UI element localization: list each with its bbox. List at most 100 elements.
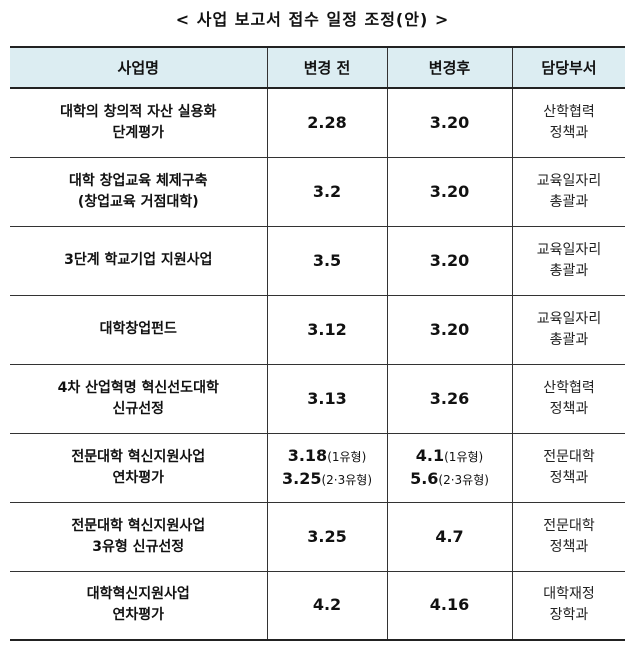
- before-date: 3.13: [268, 388, 387, 410]
- before-date: 4.2: [268, 594, 387, 616]
- date-value: 3.18: [287, 445, 328, 465]
- date-value: 3.20: [429, 112, 470, 132]
- project-name-line: 신규선정: [112, 400, 165, 417]
- before-date: 3.2: [268, 181, 387, 203]
- header-project-name: 사업명: [10, 46, 268, 89]
- date-value: 4.1: [415, 445, 445, 465]
- project-name-line: 연차평가: [112, 607, 165, 624]
- date-value: 4.16: [429, 595, 470, 615]
- after-cell: 3.26: [386, 363, 513, 434]
- after-date: 3.20: [388, 250, 512, 272]
- before-cell: 3.13: [266, 363, 388, 434]
- department-line: 산학협력: [543, 103, 595, 120]
- department-line: 교육일자리: [536, 241, 602, 258]
- before-date: 3.12: [268, 319, 387, 341]
- department-line: 정책과: [549, 538, 589, 555]
- project-name-line: (창업교육 거점대학): [77, 193, 199, 210]
- project-name-line: 3유형 신규선정: [92, 538, 185, 555]
- date-value: 3.12: [307, 319, 347, 339]
- after-date: 3.20: [388, 112, 512, 134]
- header-department: 담당부서: [511, 46, 625, 89]
- after-cell: 4.7: [386, 501, 513, 572]
- table-row: 3단계 학교기업 지원사업 3.5 3.20 교육일자리 총괄과: [10, 225, 625, 296]
- after-cell: 3.20: [386, 87, 513, 158]
- table-row: 전문대학 혁신지원사업 연차평가 3.18(1유형) 3.25(2·3유형) 4.1(1…: [10, 432, 625, 503]
- after-date: 3.20: [388, 181, 512, 203]
- type-suffix: (2·3유형): [321, 472, 372, 487]
- department-line: 교육일자리: [536, 172, 602, 189]
- before-date: 3.25: [268, 526, 387, 548]
- project-name-cell: 대학 창업교육 체제구축 (창업교육 거점대학): [10, 156, 268, 227]
- after-date: 3.26: [388, 388, 512, 410]
- department-cell: 대학재정 장학과: [511, 570, 625, 641]
- date-value: 3.13: [307, 388, 347, 408]
- project-name-line: 연차평가: [112, 469, 165, 486]
- after-cell: 3.20: [386, 294, 513, 365]
- after-date: 5.6(2·3유형): [388, 468, 512, 491]
- table-header-row: 사업명 변경 전 변경후 담당부서: [10, 46, 625, 89]
- before-date: 3.25(2·3유형): [268, 468, 387, 491]
- after-cell: 3.20: [386, 225, 513, 296]
- project-name-line: 대학창업펀드: [99, 321, 177, 337]
- page-title: < 사업 보고서 접수 일정 조정(안) >: [175, 10, 450, 29]
- project-name-cell: 3단계 학교기업 지원사업: [10, 225, 268, 296]
- before-date: 2.28: [268, 112, 387, 134]
- type-suffix: (1유형): [327, 449, 367, 464]
- project-name-line: 전문대학 혁신지원사업: [71, 517, 206, 534]
- project-name-line: 전문대학 혁신지원사업: [71, 448, 206, 465]
- before-cell: 3.2: [266, 156, 388, 227]
- date-value: 3.25: [307, 526, 347, 546]
- after-date: 4.1(1유형): [388, 445, 512, 468]
- after-date: 3.20: [388, 319, 512, 341]
- before-date: 3.18(1유형): [268, 445, 387, 468]
- project-name-line: 3단계 학교기업 지원사업: [64, 252, 213, 268]
- department-line: 장학과: [549, 607, 589, 624]
- date-value: 3.2: [312, 181, 342, 201]
- after-cell: 4.1(1유형) 5.6(2·3유형): [386, 432, 513, 503]
- department-line: 정책과: [549, 400, 589, 417]
- header-after: 변경후: [386, 46, 513, 89]
- after-cell: 3.20: [386, 156, 513, 227]
- project-name-cell: 4차 산업혁명 혁신선도대학 신규선정: [10, 363, 268, 434]
- project-name-cell: 대학창업펀드: [10, 294, 268, 365]
- date-value: 3.20: [429, 319, 470, 339]
- department-line: 산학협력: [543, 379, 595, 396]
- before-cell: 3.18(1유형) 3.25(2·3유형): [266, 432, 388, 503]
- department-line: 정책과: [549, 124, 589, 141]
- department-line: 교육일자리: [536, 310, 602, 327]
- date-value: 3.26: [429, 388, 470, 408]
- before-cell: 4.2: [266, 570, 388, 641]
- department-line: 총괄과: [549, 331, 589, 348]
- date-value: 3.5: [312, 250, 342, 270]
- date-value: 4.2: [312, 595, 342, 615]
- type-suffix: (1유형): [444, 449, 484, 464]
- date-value: 3.20: [429, 250, 470, 270]
- project-name-line: 대학혁신지원사업: [86, 586, 190, 603]
- department-line: 총괄과: [549, 193, 589, 210]
- project-name-line: 대학의 창의적 자산 실용화: [60, 103, 217, 120]
- department-line: 전문대학: [543, 517, 595, 534]
- before-cell: 3.5: [266, 225, 388, 296]
- after-date: 4.7: [388, 526, 512, 548]
- project-name-cell: 전문대학 혁신지원사업 3유형 신규선정: [10, 501, 268, 572]
- table-row: 전문대학 혁신지원사업 3유형 신규선정 3.25 4.7 전문대학 정책과: [10, 501, 625, 572]
- header-before: 변경 전: [266, 46, 388, 89]
- project-name-cell: 대학의 창의적 자산 실용화 단계평가: [10, 87, 268, 158]
- before-cell: 3.25: [266, 501, 388, 572]
- date-value: 3.20: [429, 181, 470, 201]
- department-cell: 교육일자리 총괄과: [511, 225, 625, 296]
- date-value: 3.25: [281, 468, 322, 488]
- date-value: 5.6: [410, 468, 439, 488]
- type-suffix: (2·3유형): [438, 472, 489, 487]
- department-line: 정책과: [549, 469, 589, 486]
